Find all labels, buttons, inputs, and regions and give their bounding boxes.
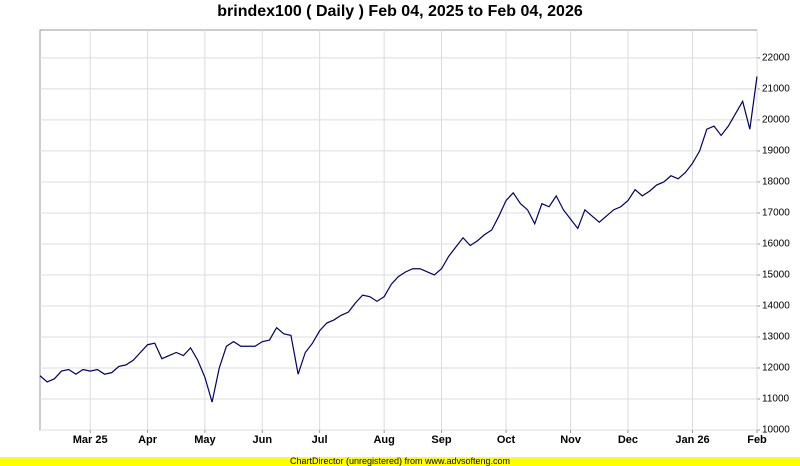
y-tick-label: 11000	[762, 394, 790, 405]
plot-area	[39, 29, 758, 431]
x-tick-label: Mar 25	[73, 434, 108, 446]
y-tick-label: 13000	[762, 332, 790, 343]
y-tick-label: 20000	[762, 115, 790, 126]
y-tick-label: 18000	[762, 177, 790, 188]
footer-bar	[0, 457, 800, 466]
chart-title: brindex100 ( Daily ) Feb 04, 2025 to Feb…	[217, 3, 583, 20]
x-tick-label: Nov	[560, 434, 582, 446]
y-tick-label: 19000	[762, 146, 790, 157]
x-tick-label: Oct	[497, 434, 516, 446]
x-tick-label: Apr	[138, 434, 158, 446]
y-tick-label: 12000	[762, 363, 790, 374]
x-tick-label: Dec	[618, 434, 638, 446]
x-tick-label: Jun	[252, 434, 272, 446]
x-tick-label: May	[194, 434, 216, 446]
y-tick-label: 15000	[762, 270, 790, 281]
y-tick-label: 16000	[762, 239, 790, 250]
x-tick-label: Feb	[747, 434, 767, 446]
y-tick-label: 21000	[762, 84, 790, 95]
x-tick-label: Jul	[312, 434, 328, 446]
x-tick-label: Aug	[373, 434, 394, 446]
line-series	[39, 76, 758, 403]
footer: ChartDirector (unregistered) from www.ad…	[290, 456, 510, 466]
y-tick-label: 10000	[762, 425, 790, 436]
y-tick-label: 22000	[762, 53, 790, 64]
y-tick-label: 17000	[762, 208, 790, 219]
x-tick-label: Jan 26	[675, 434, 709, 446]
x-tick-label: Sep	[431, 434, 451, 446]
y-tick-label: 14000	[762, 301, 790, 312]
